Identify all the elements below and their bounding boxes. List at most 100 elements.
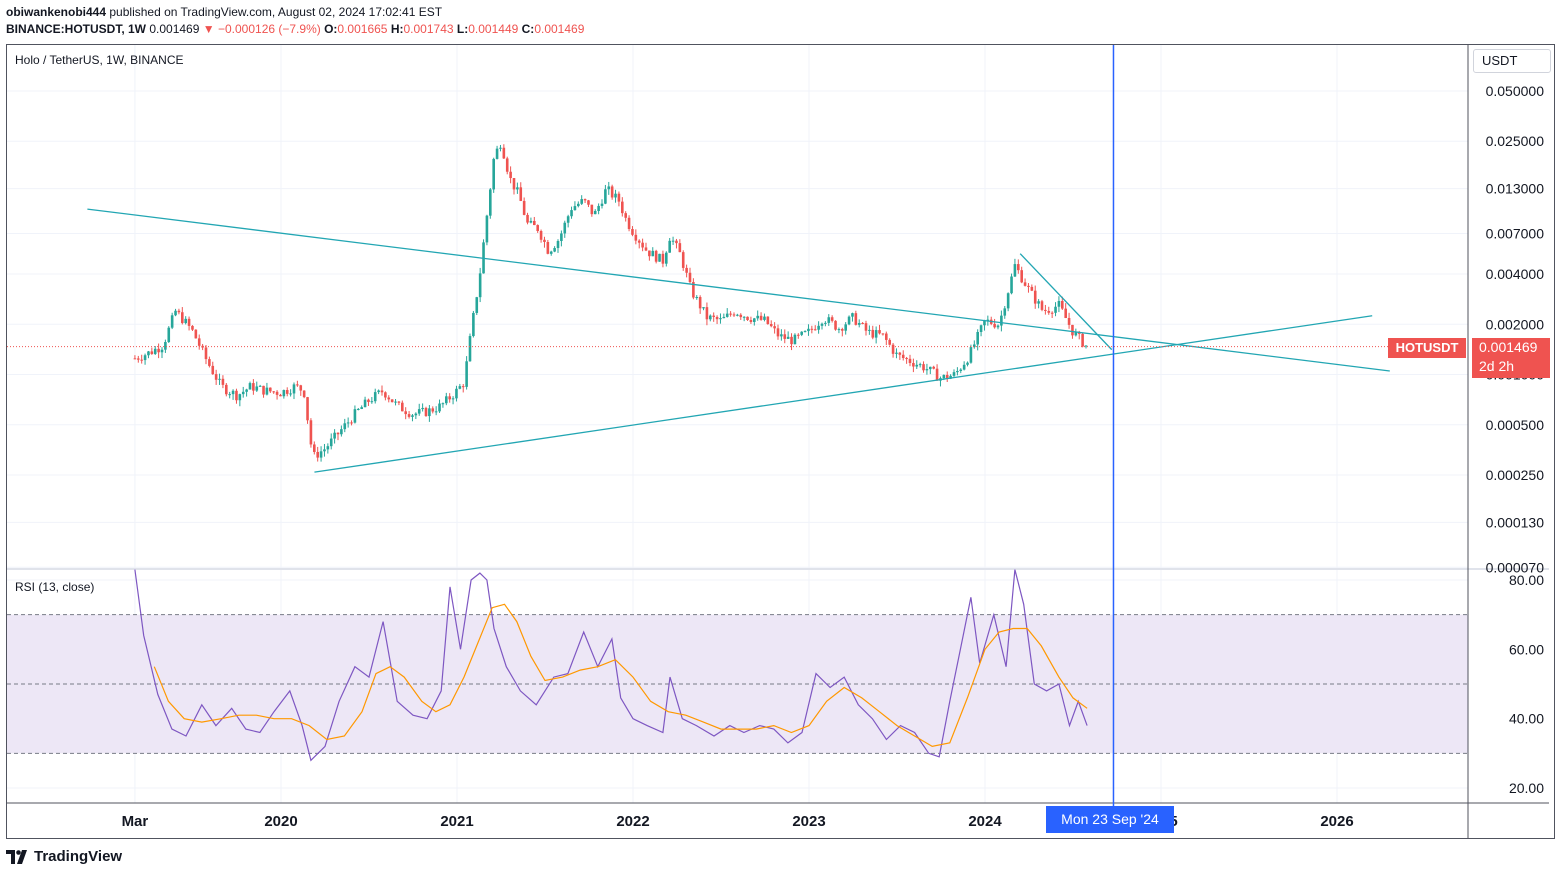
candle-body: [191, 325, 194, 330]
price-tick-label: 0.000500: [1486, 417, 1545, 433]
candle-body: [309, 420, 313, 445]
candle-body: [370, 401, 374, 403]
candle: [543, 236, 546, 248]
candle-body: [942, 374, 946, 379]
currency-selector[interactable]: USDT: [1473, 49, 1551, 73]
candle-body: [367, 399, 370, 403]
candle: [147, 350, 150, 359]
candle-body: [397, 401, 401, 403]
candle: [306, 396, 309, 424]
candle-body: [1017, 264, 1020, 271]
candle: [851, 312, 854, 322]
candle-body: [360, 407, 363, 409]
candle-body: [1050, 312, 1054, 314]
candle-body: [316, 451, 319, 458]
candle-body: [634, 234, 638, 241]
chart-frame[interactable]: [6, 44, 1555, 839]
candle: [776, 324, 780, 340]
candle-body: [1006, 293, 1010, 309]
candle: [793, 333, 797, 345]
candle-body: [722, 316, 726, 319]
tradingview-logo[interactable]: TradingView: [6, 848, 122, 865]
candle-body: [445, 396, 448, 404]
candle-body: [641, 242, 644, 248]
candle: [956, 367, 959, 376]
candle: [830, 315, 834, 323]
candle-body: [346, 422, 350, 424]
candle-body: [604, 189, 607, 204]
candle: [465, 356, 468, 390]
candle: [194, 329, 198, 339]
candle-body: [857, 323, 861, 325]
open-value: 0.001665: [337, 22, 388, 36]
candle-body: [901, 354, 905, 359]
candle-body: [1013, 264, 1017, 277]
candle: [438, 399, 441, 413]
candle-body: [624, 213, 627, 218]
candle-body: [184, 318, 187, 324]
candle-body: [956, 370, 959, 373]
candle: [353, 405, 357, 424]
candle-body: [255, 386, 259, 391]
candle-body: [746, 316, 749, 321]
candle: [783, 329, 787, 344]
candle: [424, 406, 428, 417]
candle: [871, 325, 875, 340]
candle: [1030, 284, 1034, 292]
candle: [769, 320, 773, 328]
candle-body: [824, 322, 827, 324]
candle: [1040, 299, 1044, 312]
candle: [529, 217, 533, 224]
candle: [891, 343, 895, 358]
candle-body: [759, 315, 763, 320]
author-name[interactable]: obiwankenobi444: [6, 5, 107, 19]
candle-body: [150, 351, 154, 354]
candle: [918, 362, 922, 368]
candle-body: [174, 310, 177, 316]
candle: [380, 385, 384, 396]
candle-body: [631, 229, 634, 235]
candle-body: [671, 240, 675, 242]
candle-body: [678, 243, 682, 253]
candle: [258, 384, 262, 387]
candle: [739, 313, 743, 320]
candle-body: [983, 320, 986, 326]
candle-body: [753, 318, 756, 322]
candle-body: [1047, 310, 1051, 313]
candle: [137, 355, 140, 363]
candle-body: [218, 378, 221, 380]
time-tick-label: 2024: [968, 813, 1002, 830]
price-tick-label: 0.002000: [1486, 316, 1545, 332]
candle: [468, 333, 472, 362]
candle: [461, 383, 465, 393]
high-value: 0.001743: [403, 22, 454, 36]
candle-body: [516, 187, 519, 190]
candle-body: [776, 328, 780, 337]
candle-body: [654, 250, 658, 262]
candle: [1037, 299, 1040, 309]
candle-body: [265, 387, 269, 395]
candle: [725, 308, 729, 318]
candle-body: [326, 446, 330, 450]
candle: [553, 246, 556, 253]
candle: [167, 326, 171, 343]
candle-body: [485, 215, 489, 243]
candle-body: [563, 222, 567, 234]
candle: [445, 392, 448, 406]
candle-body: [384, 392, 387, 398]
down-arrow-icon: ▼: [202, 22, 215, 36]
candle: [654, 249, 658, 264]
candle: [1033, 285, 1037, 309]
candle: [1050, 311, 1054, 319]
candle-body: [790, 336, 793, 345]
candle: [1054, 302, 1057, 317]
candle: [810, 325, 814, 334]
candle-body: [756, 315, 759, 319]
candle-body: [573, 206, 577, 211]
candle: [1006, 292, 1010, 312]
candle-body: [800, 331, 803, 335]
trendlines: [87, 208, 1390, 473]
candle-body: [204, 347, 208, 360]
candle-body: [749, 320, 753, 322]
